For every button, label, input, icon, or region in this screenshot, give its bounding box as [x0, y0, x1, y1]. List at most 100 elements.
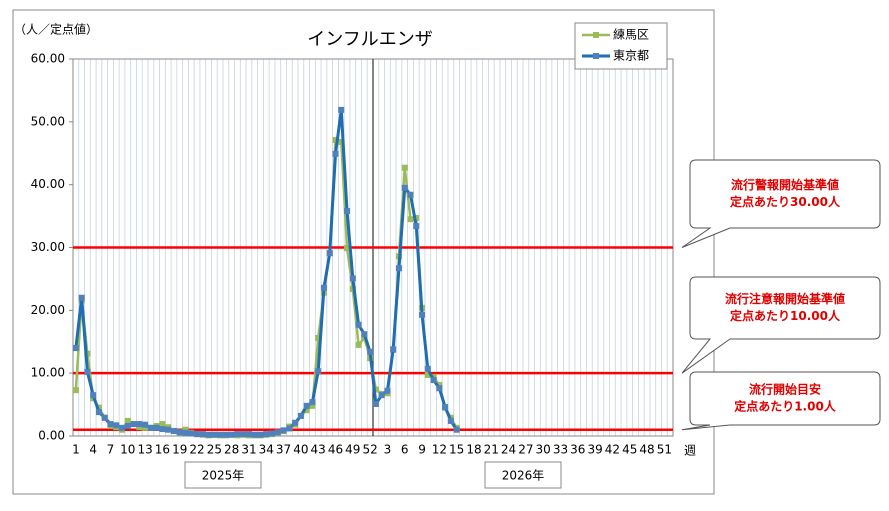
marker [303, 402, 310, 409]
marker [84, 368, 91, 375]
marker [315, 368, 322, 375]
marker [401, 184, 408, 191]
chart-frame [12, 9, 715, 495]
marker [234, 431, 241, 438]
marker [113, 422, 120, 429]
marker [315, 334, 322, 341]
x-tick-label: 12 [432, 443, 447, 457]
marker [159, 421, 166, 428]
year-box [184, 461, 262, 489]
callout-text: 定点あたり10.00人 [730, 308, 841, 323]
x-tick-label: 33 [553, 443, 568, 457]
x-tick-label: 48 [639, 443, 654, 457]
x-tick-label: 46 [328, 443, 343, 457]
callout-text: 流行警報開始基準値 [731, 177, 839, 192]
x-tick-label: 3 [384, 443, 392, 457]
x-tick-label: 4 [89, 443, 97, 457]
chart-title: インフルエンザ [307, 29, 432, 50]
x-tick-label: 28 [224, 443, 239, 457]
marker [211, 431, 218, 438]
marker [72, 345, 79, 352]
callout-text: 流行注意報開始基準値 [725, 291, 845, 306]
marker [372, 400, 379, 407]
marker [338, 106, 345, 113]
marker [269, 430, 276, 437]
x-tick-label: 43 [311, 443, 326, 457]
marker [407, 191, 414, 198]
legend-label: 東京都 [613, 49, 649, 63]
marker [245, 431, 252, 438]
legend-marker [593, 32, 599, 38]
legend-label: 練馬区 [613, 28, 649, 42]
y-tick-label: 10.00 [31, 366, 65, 380]
legend-marker [593, 53, 599, 59]
marker [390, 346, 397, 353]
x-tick-label: 1 [72, 443, 80, 457]
callout-text: 定点あたり30.00人 [730, 194, 841, 209]
marker [72, 387, 79, 394]
marker [153, 424, 160, 431]
y-tick-label: 30.00 [31, 240, 65, 254]
marker [90, 392, 97, 399]
marker [257, 431, 264, 438]
x-tick-label: 25 [207, 443, 222, 457]
x-tick-label: 51 [657, 443, 672, 457]
marker [344, 245, 351, 252]
marker [367, 348, 374, 355]
marker [182, 426, 189, 433]
year-box [484, 461, 562, 489]
marker [182, 429, 189, 436]
marker [292, 419, 299, 426]
marker [320, 284, 327, 291]
x-tick-label: 39 [587, 443, 602, 457]
marker [297, 412, 304, 419]
x-tick-label: 24 [501, 443, 516, 457]
marker [124, 422, 131, 429]
x-tick-label: 37 [276, 443, 291, 457]
marker [309, 402, 316, 409]
marker [130, 421, 137, 428]
marker [119, 424, 126, 431]
marker [95, 409, 102, 416]
marker [78, 294, 85, 301]
x-tick-label: 52 [362, 443, 377, 457]
x-tick-label: 34 [259, 443, 274, 457]
x-tick-label: 13 [137, 443, 152, 457]
marker [326, 250, 333, 257]
marker [136, 424, 143, 431]
marker [401, 164, 408, 171]
y-axis-label: （人／定点値） [14, 22, 98, 37]
marker [361, 331, 368, 338]
marker [349, 275, 356, 282]
marker [413, 223, 420, 230]
marker [424, 365, 431, 372]
callout-shape [681, 371, 881, 431]
marker [240, 431, 247, 438]
legend-box [574, 22, 668, 70]
marker [165, 426, 172, 433]
marker [309, 399, 316, 406]
marker [303, 407, 310, 414]
x-tick-label: 36 [570, 443, 585, 457]
x-tick-label: 45 [622, 443, 637, 457]
marker [332, 137, 339, 144]
marker [419, 311, 426, 318]
x-tick-label: 31 [241, 443, 256, 457]
year-label: 2026年 [502, 469, 545, 483]
marker [228, 431, 235, 438]
x-tick-label: 15 [449, 443, 464, 457]
y-tick-label: 60.00 [31, 52, 65, 66]
y-tick-label: 20.00 [31, 303, 65, 317]
marker [430, 377, 437, 384]
marker [101, 414, 108, 421]
x-tick-label: 19 [172, 443, 187, 457]
marker [107, 421, 114, 428]
x-tick-label: 30 [536, 443, 551, 457]
marker [286, 425, 293, 432]
marker [384, 387, 391, 394]
x-tick-label: 40 [293, 443, 308, 457]
marker [447, 417, 454, 424]
marker [395, 265, 402, 272]
